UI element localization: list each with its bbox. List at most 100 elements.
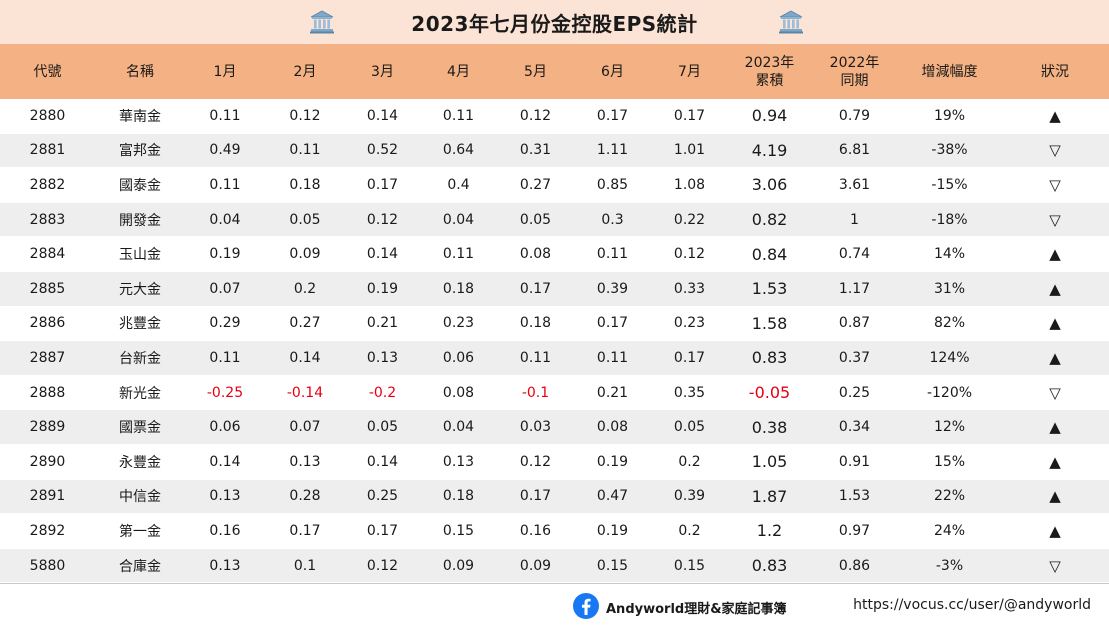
cell-name: 永豐金 [119, 454, 161, 471]
cell-code: 2892 [29, 522, 66, 539]
cell-cumulative-2023: 0.83 [751, 556, 788, 576]
cell-feb: 0.14 [289, 349, 321, 366]
footer: Andyworld理財&家庭記事簿 https://vocus.cc/user/… [0, 584, 1109, 628]
cell-jun: 1.11 [596, 142, 629, 159]
cell-mar: 0.17 [366, 176, 399, 193]
cell-may: 0.12 [519, 453, 552, 470]
cell-jun: 0.21 [596, 384, 629, 401]
cell-jan: 0.16 [209, 522, 241, 539]
cell-code: 2886 [29, 315, 66, 332]
cell-may: 0.11 [519, 349, 552, 366]
cell-change: 14% [933, 246, 966, 263]
cell-apr: 0.09 [442, 557, 475, 574]
table-row: 2883 開發金 0.04 0.05 0.12 0.04 0.05 0.3 0.22 0.82 1 -… [0, 202, 1109, 238]
cell-name: 中信金 [119, 489, 161, 506]
cell-apr: 0.06 [442, 349, 475, 366]
cell-jun: 0.17 [596, 315, 629, 332]
table-row: 2889 國票金 0.06 0.07 0.05 0.04 0.03 0.08 0.05 0.38 0… [0, 410, 1109, 445]
cell-cumulative-2023: 3.06 [751, 175, 788, 195]
cell-code: 2884 [29, 246, 66, 263]
header-2023-cumulative: 2023年 累積 [744, 54, 795, 89]
cell-jun: 0.47 [596, 488, 629, 505]
cell-jan: -0.25 [206, 384, 244, 401]
cell-change: -120% [926, 384, 973, 401]
cell-may: 0.05 [519, 211, 552, 228]
page-title: 2023年七月份金控股EPS統計 [411, 11, 698, 36]
cell-change: 12% [933, 419, 966, 436]
table-row: 2885 元大金 0.07 0.2 0.19 0.18 0.17 0.39 0.33 1.53 1.… [0, 271, 1109, 307]
cell-same-period-2022: 0.86 [838, 557, 871, 574]
cell-status: ▲ [1049, 521, 1061, 540]
header-feb: 2月 [293, 63, 317, 80]
cell-code: 2890 [29, 453, 66, 470]
cell-cumulative-2023: 1.2 [756, 521, 783, 541]
cell-jul: 0.05 [673, 419, 706, 436]
cell-same-period-2022: 0.25 [838, 384, 871, 401]
cell-same-period-2022: 0.91 [838, 453, 871, 470]
bank-icon [310, 10, 334, 34]
cell-may: 0.12 [519, 107, 552, 124]
cell-mar: 0.12 [366, 557, 399, 574]
cell-mar: 0.52 [366, 142, 399, 159]
cell-feb: 0.27 [289, 315, 321, 332]
cell-jan: 0.29 [209, 315, 241, 332]
cell-change: -38% [931, 142, 968, 159]
cell-code: 2887 [29, 349, 66, 366]
cell-cumulative-2023: 1.87 [751, 486, 788, 506]
cell-apr: 0.15 [442, 522, 475, 539]
cell-jan: 0.11 [209, 176, 241, 193]
cell-same-period-2022: 0.87 [838, 315, 871, 332]
cell-code: 2891 [29, 488, 66, 505]
table-row: 2882 國泰金 0.11 0.18 0.17 0.4 0.27 0.85 1.08 3.06 3.… [0, 168, 1109, 203]
cell-jul: 0.35 [673, 384, 706, 401]
cell-cumulative-2023: -0.05 [748, 383, 791, 403]
cell-code: 2882 [29, 176, 66, 193]
title-bar: 2023年七月份金控股EPS統計 [0, 0, 1109, 44]
cell-change: 22% [933, 488, 966, 505]
cell-jan: 0.11 [209, 349, 241, 366]
table-body: 2880 華南金 0.11 0.12 0.14 0.11 0.12 0.17 0.17 0.94 0… [0, 99, 1109, 585]
cell-feb: 0.07 [289, 419, 321, 436]
table-row: 2880 華南金 0.11 0.12 0.14 0.11 0.12 0.17 0.17 0.94 0… [0, 99, 1109, 134]
cell-cumulative-2023: 1.05 [751, 452, 788, 472]
cell-code: 2888 [29, 384, 66, 401]
table-row: 2887 台新金 0.11 0.14 0.13 0.06 0.11 0.11 0.17 0.83 0… [0, 341, 1109, 376]
cell-cumulative-2023: 1.53 [751, 279, 788, 299]
cell-jan: 0.07 [209, 280, 241, 297]
cell-jun: 0.85 [596, 176, 629, 193]
cell-status: ▽ [1049, 383, 1061, 402]
cell-feb: 0.2 [293, 280, 317, 297]
header-jul: 7月 [678, 63, 701, 80]
cell-change: 31% [933, 280, 966, 297]
cell-status: ▲ [1049, 452, 1061, 471]
cell-apr: 0.13 [442, 453, 475, 470]
site-url: https://vocus.cc/user/@andyworld [853, 597, 1091, 614]
cell-name: 元大金 [119, 281, 161, 298]
cell-may: 0.09 [519, 557, 552, 574]
cell-feb: 0.18 [289, 176, 321, 193]
cell-status: ▽ [1049, 141, 1061, 160]
cell-apr: 0.64 [442, 142, 475, 159]
header-name: 名稱 [126, 63, 154, 80]
cell-mar: 0.21 [366, 315, 399, 332]
cell-same-period-2022: 1.17 [838, 280, 871, 297]
cell-feb: 0.13 [289, 453, 321, 470]
cell-apr: 0.4 [447, 176, 470, 193]
cell-change: 124% [929, 349, 970, 366]
table-row: 2888 新光金 -0.25 -0.14 -0.2 0.08 -0.1 0.21 0.35 -0.… [0, 376, 1109, 411]
cell-jan: 0.19 [209, 246, 241, 263]
cell-name: 玉山金 [119, 247, 161, 264]
cell-code: 2889 [29, 419, 66, 436]
cell-mar: 0.25 [366, 488, 399, 505]
cell-mar: 0.05 [366, 419, 399, 436]
cell-apr: 0.18 [442, 280, 475, 297]
cell-cumulative-2023: 0.83 [751, 348, 788, 368]
cell-mar: 0.14 [366, 453, 399, 470]
cell-name: 新光金 [119, 385, 161, 402]
cell-cumulative-2023: 0.94 [751, 106, 788, 126]
cell-jan: 0.11 [209, 107, 241, 124]
cell-code: 5880 [29, 557, 66, 574]
cell-apr: 0.11 [442, 246, 475, 263]
cell-jul: 0.2 [678, 522, 701, 539]
cell-feb: 0.1 [293, 557, 317, 574]
